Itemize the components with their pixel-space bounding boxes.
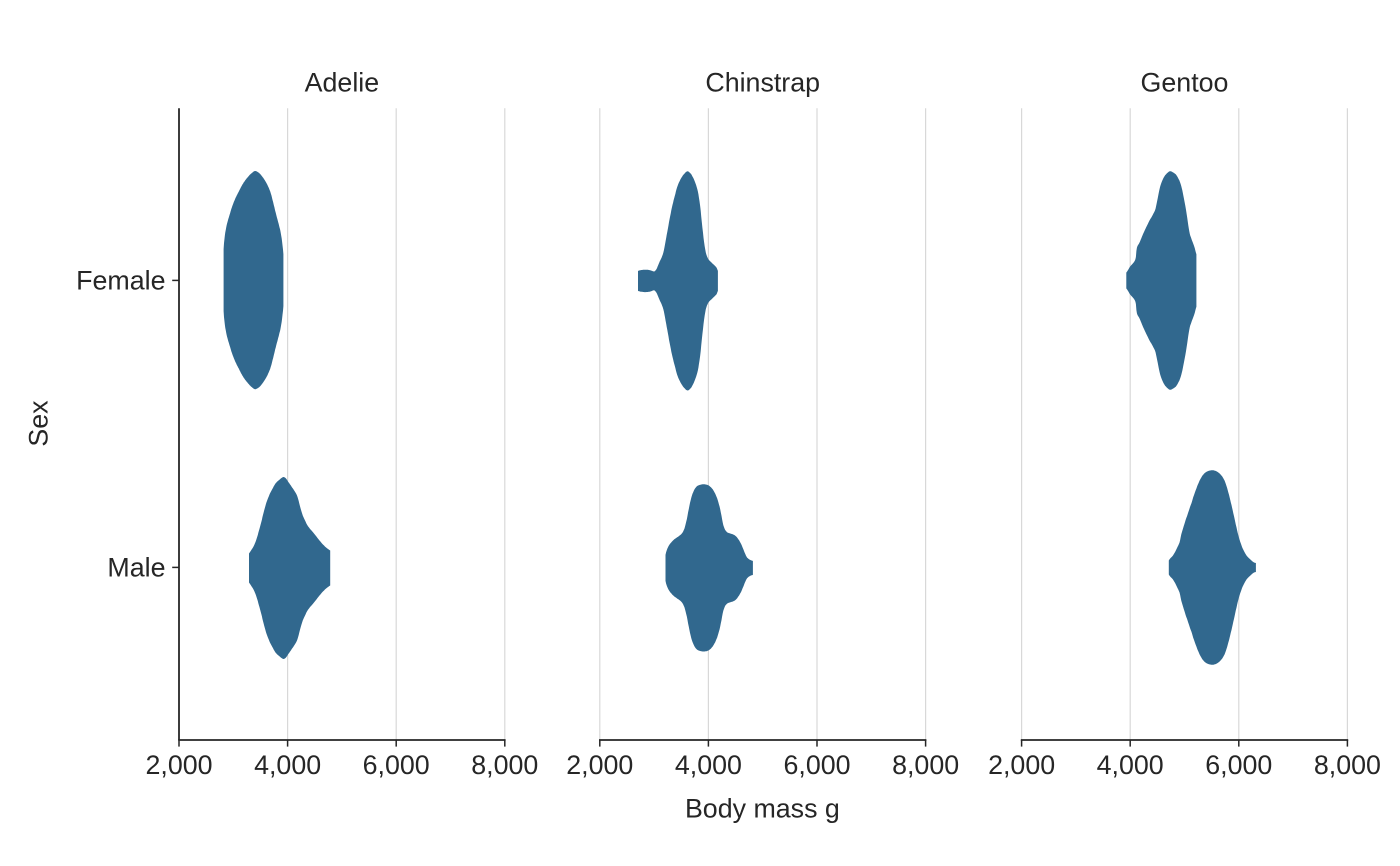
svg-text:Adelie: Adelie xyxy=(305,68,380,98)
svg-text:8,000: 8,000 xyxy=(1314,750,1381,780)
svg-text:Chinstrap: Chinstrap xyxy=(705,68,820,98)
svg-text:8,000: 8,000 xyxy=(471,750,538,780)
svg-text:8,000: 8,000 xyxy=(892,750,959,780)
svg-text:Female: Female xyxy=(76,266,165,296)
svg-text:6,000: 6,000 xyxy=(783,750,850,780)
svg-text:Body mass g: Body mass g xyxy=(685,794,840,824)
svg-text:2,000: 2,000 xyxy=(988,750,1055,780)
svg-text:4,000: 4,000 xyxy=(675,750,742,780)
svg-text:Sex: Sex xyxy=(24,400,54,447)
svg-text:6,000: 6,000 xyxy=(363,750,430,780)
svg-text:4,000: 4,000 xyxy=(1097,750,1164,780)
svg-text:6,000: 6,000 xyxy=(1205,750,1272,780)
svg-text:Male: Male xyxy=(107,553,165,583)
svg-text:4,000: 4,000 xyxy=(254,750,321,780)
svg-text:2,000: 2,000 xyxy=(145,750,212,780)
svg-text:2,000: 2,000 xyxy=(566,750,633,780)
svg-text:Gentoo: Gentoo xyxy=(1141,68,1229,98)
